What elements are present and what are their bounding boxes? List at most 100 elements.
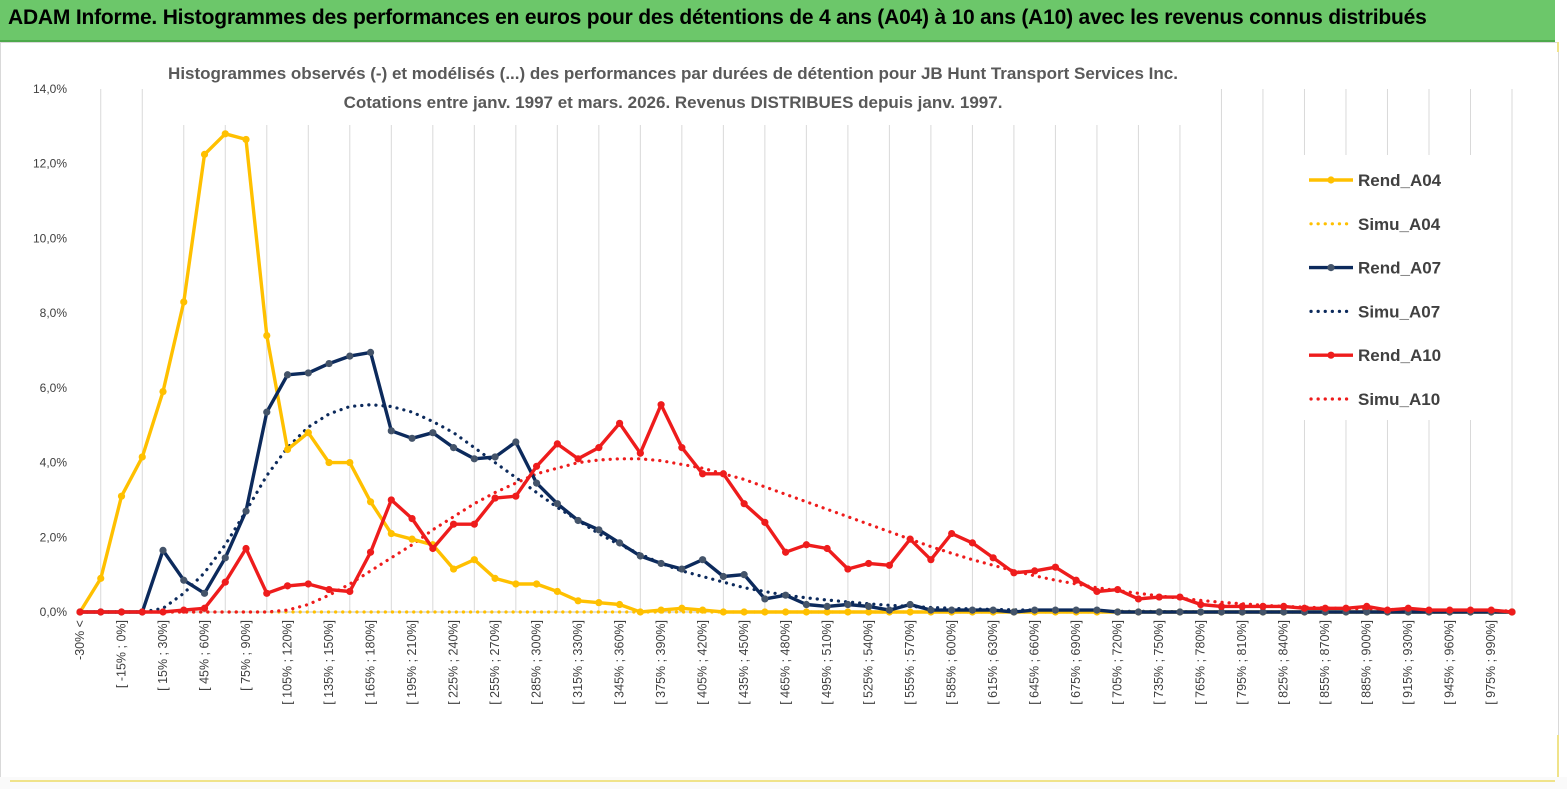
series-line-rend-a10 xyxy=(80,403,1513,614)
data-point xyxy=(1342,604,1350,612)
data-point xyxy=(408,535,416,543)
data-point xyxy=(408,515,416,523)
data-point xyxy=(117,492,126,500)
x-tick-label: [ 765% ; 780%] xyxy=(1194,620,1208,705)
chart-titles: Histogrammes observés (-) et modélisés (… xyxy=(151,53,1196,125)
data-point xyxy=(615,419,624,427)
x-tick-label: [ 885% ; 900%] xyxy=(1360,620,1374,705)
data-point xyxy=(844,608,852,616)
legend-label: Rend_A07 xyxy=(1358,259,1441,278)
data-point xyxy=(823,608,831,616)
data-point xyxy=(595,444,603,452)
series-line-simu-a07 xyxy=(78,403,1514,614)
data-point xyxy=(865,608,873,616)
chart-frame: 0,0% 2,0% 4,0% 6,0% 8,0% 10,0% 12,0% 14,0% -30%… xyxy=(0,42,1559,779)
data-point xyxy=(865,559,873,568)
data-point xyxy=(1134,608,1143,616)
data-point xyxy=(782,591,790,599)
x-tick-label: [ 585% ; 600%] xyxy=(945,620,959,705)
data-point xyxy=(989,606,997,614)
data-point xyxy=(512,580,520,588)
data-point xyxy=(823,602,831,610)
y-tick-label: 0,0% xyxy=(40,605,68,619)
data-point xyxy=(346,458,354,467)
x-tick-label: [ 105% ; 120%] xyxy=(281,620,295,705)
data-point xyxy=(885,561,893,569)
x-tick-label: [ 975% ; 990%] xyxy=(1484,620,1498,705)
data-point xyxy=(387,529,395,538)
x-tick-label: [ 645% ; 660%] xyxy=(1028,620,1042,705)
data-point xyxy=(97,574,105,582)
data-point xyxy=(636,449,644,457)
legend: Rend_A04 Simu_A04 Rend_A07 Simu_A07 Rend_A10… xyxy=(1291,155,1476,420)
x-tick-label: [ 465% ; 480%] xyxy=(779,620,793,705)
data-point xyxy=(1197,608,1205,616)
data-point xyxy=(76,608,84,616)
x-tick-label: [ 435% ; 450%] xyxy=(737,620,751,705)
x-tick-label: [ 375% ; 390%] xyxy=(654,620,668,705)
data-point xyxy=(1300,604,1309,612)
title-background xyxy=(151,53,1196,125)
data-point xyxy=(1051,563,1060,571)
x-tick-label: -30% < xyxy=(73,620,87,660)
data-point xyxy=(1466,606,1475,614)
x-tick-label: [ -15% ; 0%] xyxy=(115,620,129,688)
series-layer xyxy=(76,130,1516,616)
data-point xyxy=(1238,602,1246,610)
data-point xyxy=(782,608,790,616)
data-point xyxy=(366,548,375,556)
data-point xyxy=(1176,608,1184,616)
legend-marker xyxy=(1327,176,1335,184)
grid xyxy=(100,89,1513,612)
data-point xyxy=(242,135,250,144)
data-point xyxy=(927,606,935,614)
data-point xyxy=(532,462,541,470)
data-point xyxy=(429,429,437,437)
data-point xyxy=(1072,606,1080,614)
legend-label: Rend_A10 xyxy=(1358,346,1441,365)
data-point xyxy=(657,559,665,568)
data-point xyxy=(553,440,561,448)
footer-line xyxy=(10,780,1555,782)
x-tick-label: [ 345% ; 360%] xyxy=(613,620,627,705)
x-tick-label: [ 165% ; 180%] xyxy=(364,620,378,705)
data-point xyxy=(491,453,499,461)
data-point xyxy=(346,587,354,596)
data-point xyxy=(512,438,520,446)
data-point xyxy=(1217,602,1226,610)
data-point xyxy=(1114,585,1122,594)
y-tick-label: 2,0% xyxy=(40,530,68,544)
data-point xyxy=(117,608,126,616)
data-point xyxy=(470,556,478,564)
data-point xyxy=(1280,608,1288,616)
y-axis: 0,0% 2,0% 4,0% 6,0% 8,0% 10,0% 12,0% 14,0% xyxy=(33,82,67,619)
data-point xyxy=(159,546,167,554)
data-point xyxy=(1072,576,1080,584)
data-point xyxy=(304,580,312,588)
data-point xyxy=(200,150,209,158)
data-point xyxy=(699,556,707,564)
footer-strip xyxy=(0,777,1567,789)
data-point xyxy=(1010,608,1018,616)
data-point xyxy=(1508,608,1516,616)
data-point xyxy=(180,606,188,614)
data-point xyxy=(470,520,478,528)
x-tick-label: [ 195% ; 210%] xyxy=(405,620,419,705)
data-point xyxy=(595,599,603,607)
x-tick-label: [ 615% ; 630%] xyxy=(986,620,1000,705)
data-point xyxy=(740,608,748,616)
y-tick-label: 6,0% xyxy=(40,381,68,395)
data-point xyxy=(283,371,292,379)
x-tick-label: [ 735% ; 750%] xyxy=(1152,620,1166,705)
data-point xyxy=(1093,606,1101,614)
data-point xyxy=(200,589,209,597)
x-tick-label: [ 255% ; 270%] xyxy=(488,620,502,705)
data-point xyxy=(1425,606,1433,614)
data-point xyxy=(740,571,748,579)
y-tick-label: 4,0% xyxy=(40,456,68,470)
frame-edge-mark xyxy=(1557,735,1567,777)
data-point xyxy=(200,604,209,612)
data-point xyxy=(740,500,748,508)
data-point xyxy=(948,529,956,538)
data-point xyxy=(1280,602,1288,610)
